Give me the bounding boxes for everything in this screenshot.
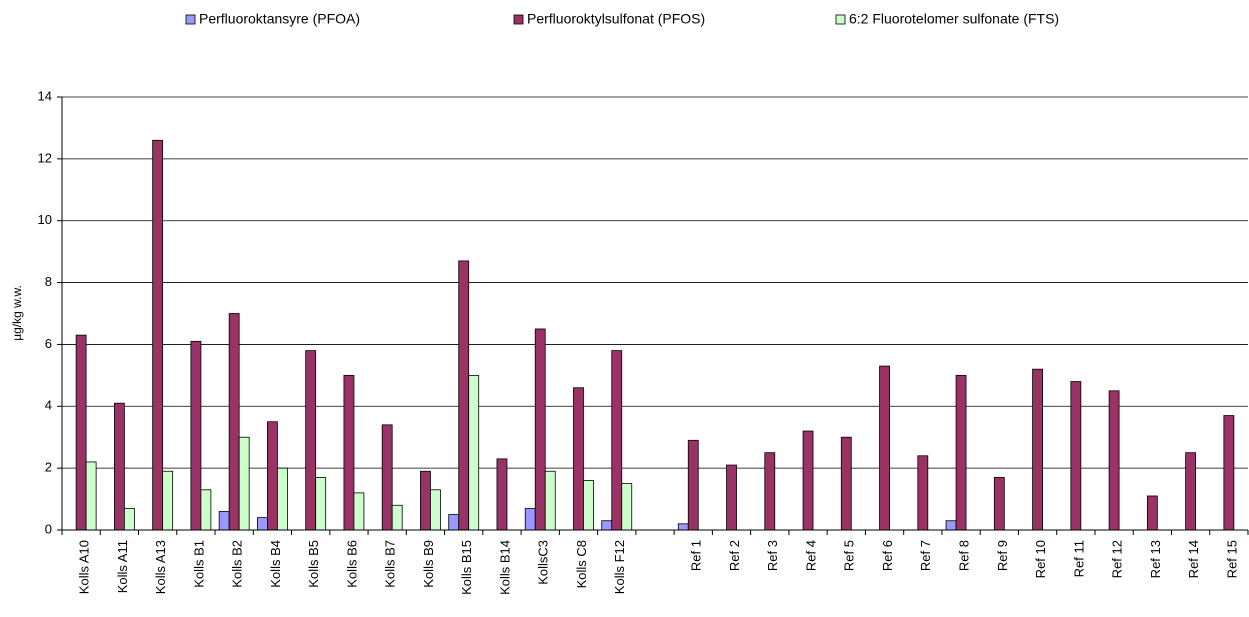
bar	[1032, 368, 1043, 531]
bar	[420, 470, 431, 531]
legend-swatch	[513, 14, 524, 25]
bar	[257, 517, 268, 531]
bar	[1185, 452, 1197, 531]
bar	[190, 340, 202, 531]
x-tick-label: Kolls B1	[191, 540, 206, 588]
x-tick-label: Ref 10	[1033, 540, 1048, 578]
x-tick-label: Ref 7	[918, 540, 933, 571]
legend-swatch	[185, 14, 196, 25]
x-tick-label: Kolls B9	[421, 540, 436, 588]
bar	[353, 492, 365, 531]
x-tick-label: Ref 1	[689, 540, 704, 571]
bar	[524, 507, 536, 531]
x-tick-label: KollsC3	[536, 540, 551, 585]
bar	[277, 467, 288, 531]
bar	[917, 455, 929, 531]
x-tick-label: Ref 9	[995, 540, 1010, 571]
bar	[544, 470, 556, 531]
y-tick-label: 6	[45, 336, 52, 351]
x-tick-label: Kolls B14	[497, 540, 512, 595]
bar	[726, 464, 737, 531]
bar	[162, 470, 174, 531]
x-tick-label: Ref 3	[765, 540, 780, 571]
bar	[85, 461, 97, 531]
legend-label: 6:2 Fluorotelomer sulfonate (FTS)	[849, 11, 1059, 27]
y-axis-label: µg/kg w.w.	[10, 285, 24, 341]
bar	[391, 504, 403, 531]
bar	[152, 139, 164, 531]
x-tick-label: Kolls B7	[383, 540, 398, 588]
bar	[1146, 495, 1158, 531]
bar	[945, 520, 957, 531]
bar	[1223, 415, 1235, 531]
bar	[113, 402, 125, 531]
y-tick-label: 0	[45, 521, 52, 536]
x-tick-label: Kolls A13	[153, 540, 168, 594]
x-tick-label: Ref 11	[1071, 540, 1086, 577]
bar	[496, 458, 508, 531]
x-tick-label: Kolls B4	[268, 540, 283, 588]
bar	[238, 436, 250, 531]
legend-label: Perfluoroktansyre (PFOA)	[199, 11, 360, 27]
x-tick-label: Kolls B15	[459, 540, 474, 595]
y-tick-label: 8	[45, 274, 52, 289]
bar	[267, 421, 278, 531]
bar	[218, 511, 230, 531]
bar	[879, 365, 890, 531]
x-tick-label: Kolls B5	[306, 540, 321, 588]
bar	[1070, 381, 1082, 531]
bar	[583, 480, 594, 531]
bar	[315, 477, 327, 531]
bar	[468, 374, 480, 531]
y-tick-label: 2	[45, 460, 52, 475]
bar	[955, 374, 967, 531]
bar	[430, 489, 441, 531]
x-tick-label: Ref 15	[1224, 540, 1239, 578]
bar	[601, 520, 613, 531]
bar	[123, 507, 135, 531]
x-tick-label: Kolls F12	[612, 540, 627, 594]
y-tick-label: 14	[38, 88, 52, 103]
x-tick-label: Kolls B6	[344, 540, 359, 588]
bar	[573, 387, 584, 531]
bar	[764, 452, 776, 531]
bar	[458, 260, 470, 531]
y-tick-label: 4	[45, 398, 52, 413]
x-tick-label: Ref 8	[957, 540, 972, 571]
bar	[621, 483, 633, 531]
bar	[534, 328, 546, 531]
x-tick-label: Ref 14	[1186, 540, 1201, 578]
y-tick-label: 12	[38, 150, 52, 165]
x-tick-label: Kolls A10	[77, 540, 92, 594]
x-tick-label: Ref 6	[880, 540, 895, 571]
bar	[677, 523, 689, 531]
x-tick-label: Ref 5	[842, 540, 857, 571]
x-tick-label: Ref 13	[1148, 540, 1163, 578]
y-tick-label: 10	[38, 212, 52, 227]
legend-label: Perfluoroktylsulfonat (PFOS)	[527, 11, 705, 27]
bar	[75, 334, 87, 531]
bar	[993, 477, 1005, 531]
bar	[448, 514, 460, 531]
bar	[343, 374, 355, 531]
bar	[802, 430, 814, 531]
bar	[1108, 390, 1120, 531]
bar	[200, 489, 212, 531]
bar	[228, 313, 240, 531]
x-tick-label: Ref 2	[727, 540, 742, 571]
x-tick-label: Kolls B2	[230, 540, 245, 588]
bar	[840, 436, 852, 531]
bar	[305, 350, 317, 531]
legend-swatch	[835, 14, 846, 25]
bar	[611, 350, 623, 531]
bar	[687, 439, 699, 531]
x-tick-label: Kolls A11	[115, 540, 130, 593]
bar	[381, 424, 393, 531]
x-tick-label: Ref 12	[1110, 540, 1125, 578]
x-tick-label: Ref 4	[803, 540, 818, 571]
x-tick-label: Kolls C8	[574, 540, 589, 588]
